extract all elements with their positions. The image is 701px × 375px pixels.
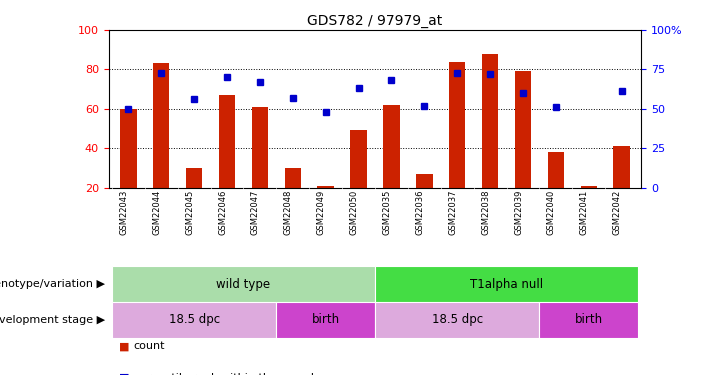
Text: 18.5 dpc: 18.5 dpc (169, 313, 219, 326)
Bar (153, 63, 170, 188)
Text: development stage ▶: development stage ▶ (0, 315, 105, 325)
Bar (449, 62, 465, 188)
Text: GSM22039: GSM22039 (514, 190, 523, 235)
Text: GSM22037: GSM22037 (448, 190, 457, 236)
Bar (416, 174, 433, 188)
Bar (613, 146, 630, 188)
Bar (383, 105, 400, 188)
Bar (318, 186, 334, 188)
Text: 18.5 dpc: 18.5 dpc (432, 313, 483, 326)
Title: GDS782 / 97979_at: GDS782 / 97979_at (308, 13, 442, 28)
Bar (120, 109, 137, 188)
Bar (515, 71, 531, 188)
Bar (112, 302, 276, 338)
Text: GSM22049: GSM22049 (317, 190, 326, 235)
Text: GSM22042: GSM22042 (613, 190, 622, 235)
Text: birth: birth (575, 313, 603, 326)
Bar (350, 130, 367, 188)
Text: GSM22048: GSM22048 (284, 190, 293, 235)
Bar (186, 168, 203, 188)
Text: GSM22038: GSM22038 (481, 190, 490, 236)
Bar (580, 186, 597, 188)
Text: T1alpha null: T1alpha null (470, 278, 543, 291)
Text: count: count (133, 341, 165, 351)
Text: GSM22043: GSM22043 (119, 190, 128, 235)
Text: GSM22050: GSM22050 (350, 190, 359, 235)
Bar (547, 152, 564, 188)
Text: genotype/variation ▶: genotype/variation ▶ (0, 279, 105, 289)
Text: wild type: wild type (217, 278, 271, 291)
Bar (375, 302, 540, 338)
Bar (112, 266, 375, 302)
Bar (219, 95, 236, 188)
Text: GSM22047: GSM22047 (251, 190, 260, 235)
Text: birth: birth (312, 313, 340, 326)
Text: GSM22035: GSM22035 (383, 190, 391, 235)
Text: GSM22036: GSM22036 (416, 190, 424, 236)
Text: percentile rank within the sample: percentile rank within the sample (133, 373, 321, 375)
Bar (285, 168, 301, 188)
Text: ■: ■ (119, 373, 130, 375)
Bar (375, 266, 638, 302)
Bar (540, 302, 638, 338)
Bar (252, 107, 268, 188)
Text: GSM22046: GSM22046 (218, 190, 227, 235)
Text: GSM22041: GSM22041 (580, 190, 589, 235)
Text: GSM22044: GSM22044 (152, 190, 161, 235)
Text: ■: ■ (119, 341, 130, 351)
Text: GSM22045: GSM22045 (185, 190, 194, 235)
Text: GSM22040: GSM22040 (547, 190, 556, 235)
Bar (276, 302, 375, 338)
Bar (482, 54, 498, 188)
